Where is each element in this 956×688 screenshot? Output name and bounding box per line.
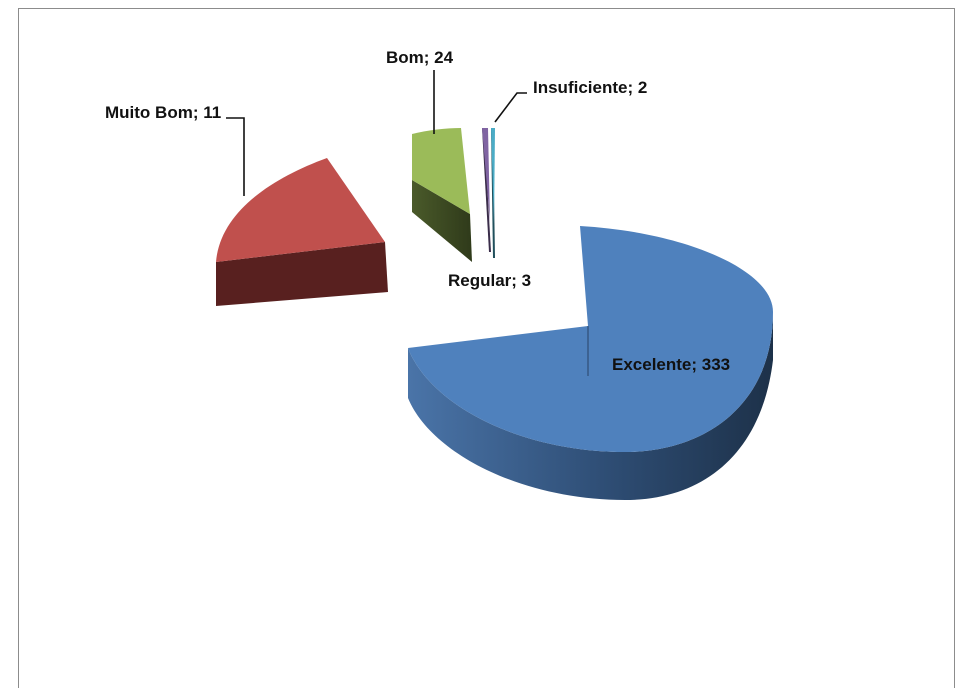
slice-insuficiente-side — [491, 128, 495, 258]
data-label-excelente: Excelente; 333 — [612, 355, 730, 374]
data-label-bom: Bom; 24 — [386, 48, 454, 67]
slice-muito-bom-top — [216, 158, 385, 262]
data-label-muito-bom: Muito Bom; 11 — [105, 103, 221, 122]
slice-excelente[interactable] — [408, 226, 773, 500]
slice-excelente-top — [408, 226, 773, 452]
data-label-regular: Regular; 3 — [448, 271, 531, 290]
slice-excelente-side — [408, 312, 773, 500]
slice-insuficiente-top — [491, 128, 495, 224]
slice-bom-top — [412, 128, 470, 214]
slice-regular-side — [482, 128, 491, 252]
leader-line-insuficiente — [494, 92, 527, 123]
slice-insuficiente[interactable] — [491, 128, 495, 258]
leader-line-muito-bom — [226, 117, 245, 196]
slice-bom-side — [412, 180, 472, 262]
slice-regular-top — [482, 128, 490, 222]
slice-muito-bom-side — [216, 242, 388, 306]
data-label-insuficiente: Insuficiente; 2 — [533, 78, 647, 97]
slice-regular[interactable] — [482, 128, 491, 252]
slice-muito-bom[interactable] — [216, 158, 388, 306]
slice-bom[interactable] — [412, 128, 472, 262]
